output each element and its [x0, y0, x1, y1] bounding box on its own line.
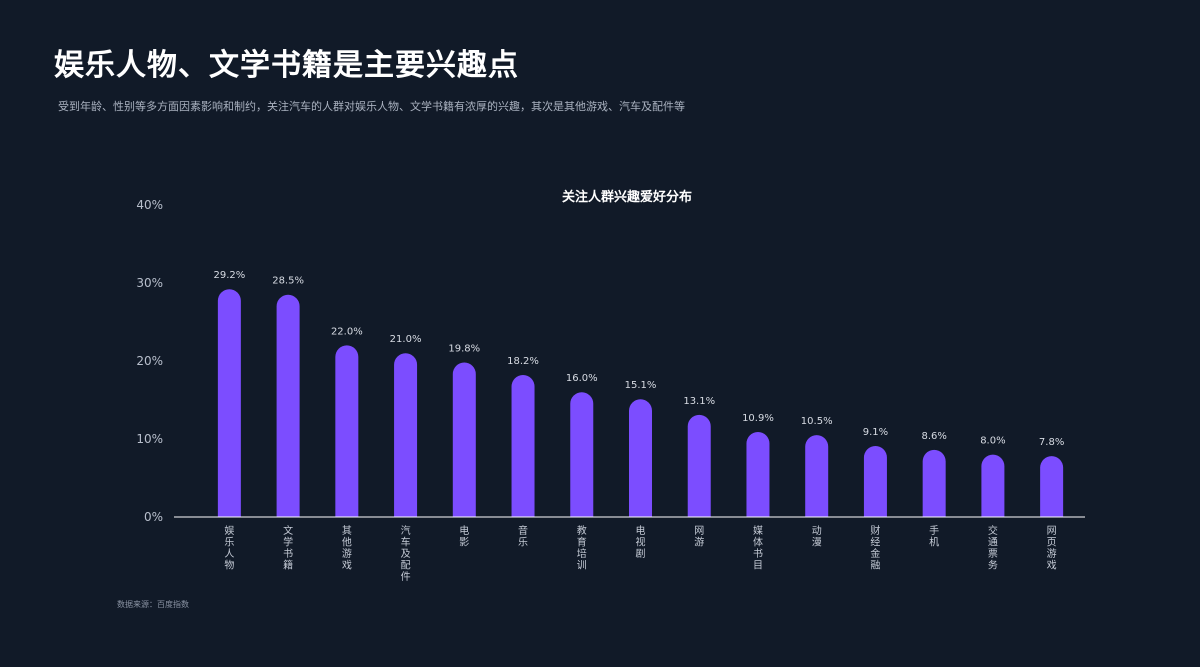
x-tick-label: 电影: [459, 524, 469, 549]
bar: [922, 449, 946, 517]
x-tick-label: 财经金融: [870, 524, 880, 572]
bars: 29.2% 28.5% 22.0% 21.0% 19.8% 18.2% 16.0% 15.1%…: [213, 270, 1064, 517]
data-label: 16.0%: [566, 373, 598, 384]
bar: [217, 289, 241, 517]
x-tick-label: 教育培训: [577, 524, 587, 572]
data-label: 29.2%: [213, 270, 245, 281]
x-axis-labels: 娱乐人物 文学书籍 其他游戏 汽车及配件 电影 音乐 教育培训 电视剧 网游 媒体书目 动漫 财经金融…: [224, 524, 1056, 583]
x-tick-label: 娱乐人物: [224, 524, 234, 572]
bar: [276, 294, 300, 517]
data-label: 21.0%: [390, 334, 422, 345]
bar: [863, 446, 887, 517]
bar: [981, 454, 1005, 517]
bar: [746, 431, 770, 517]
x-tick-label: 网游: [694, 525, 704, 549]
data-label: 9.1%: [863, 427, 888, 438]
bar: [394, 353, 418, 517]
x-tick-label: 媒体书目: [753, 525, 763, 572]
data-label: 7.8%: [1039, 437, 1064, 448]
bar: [629, 399, 652, 517]
data-label: 13.1%: [683, 396, 715, 407]
data-label: 28.5%: [272, 276, 304, 287]
data-label: 19.8%: [448, 344, 480, 355]
x-tick-label: 网页游戏: [1047, 525, 1057, 572]
bar: [452, 362, 476, 517]
data-label: 8.0%: [980, 436, 1005, 447]
x-tick-label: 汽车及配件: [401, 524, 411, 583]
x-tick-label: 其他游戏: [342, 525, 352, 572]
page-subtitle: 受到年龄、性别等多方面因素影响和制约，关注汽车的人群对娱乐人物、文学书籍有浓厚的…: [58, 100, 685, 113]
data-label: 10.5%: [801, 416, 833, 427]
bar: [570, 392, 594, 517]
bar: [335, 345, 359, 517]
data-label: 22.0%: [331, 326, 363, 337]
bar: [1040, 456, 1064, 517]
y-tick-label: 0%: [144, 510, 163, 524]
x-tick-label: 电视剧: [636, 524, 646, 560]
data-label: 8.6%: [921, 431, 946, 442]
x-tick-label: 音乐: [518, 524, 528, 549]
data-label: 18.2%: [507, 356, 539, 367]
x-tick-label: 动漫: [812, 525, 822, 549]
x-tick-label: 手机: [929, 524, 939, 549]
y-axis: 0% 10% 20% 30% 40%: [136, 198, 163, 524]
y-tick-label: 20%: [136, 354, 163, 368]
y-tick-label: 40%: [136, 198, 163, 212]
x-tick-label: 交通票务: [988, 524, 998, 572]
bar: [687, 414, 711, 517]
data-label: 15.1%: [625, 380, 657, 391]
y-tick-label: 30%: [136, 276, 163, 290]
bar: [511, 375, 535, 517]
bar: [805, 435, 829, 517]
data-label: 10.9%: [742, 413, 774, 424]
y-tick-label: 10%: [136, 432, 163, 446]
x-tick-label: 文学书籍: [283, 524, 293, 572]
data-source: 数据来源：百度指数: [117, 600, 189, 609]
page-title: 娱乐人物、文学书籍是主要兴趣点: [54, 48, 519, 83]
chart-title: 关注人群兴趣爱好分布: [562, 189, 692, 205]
